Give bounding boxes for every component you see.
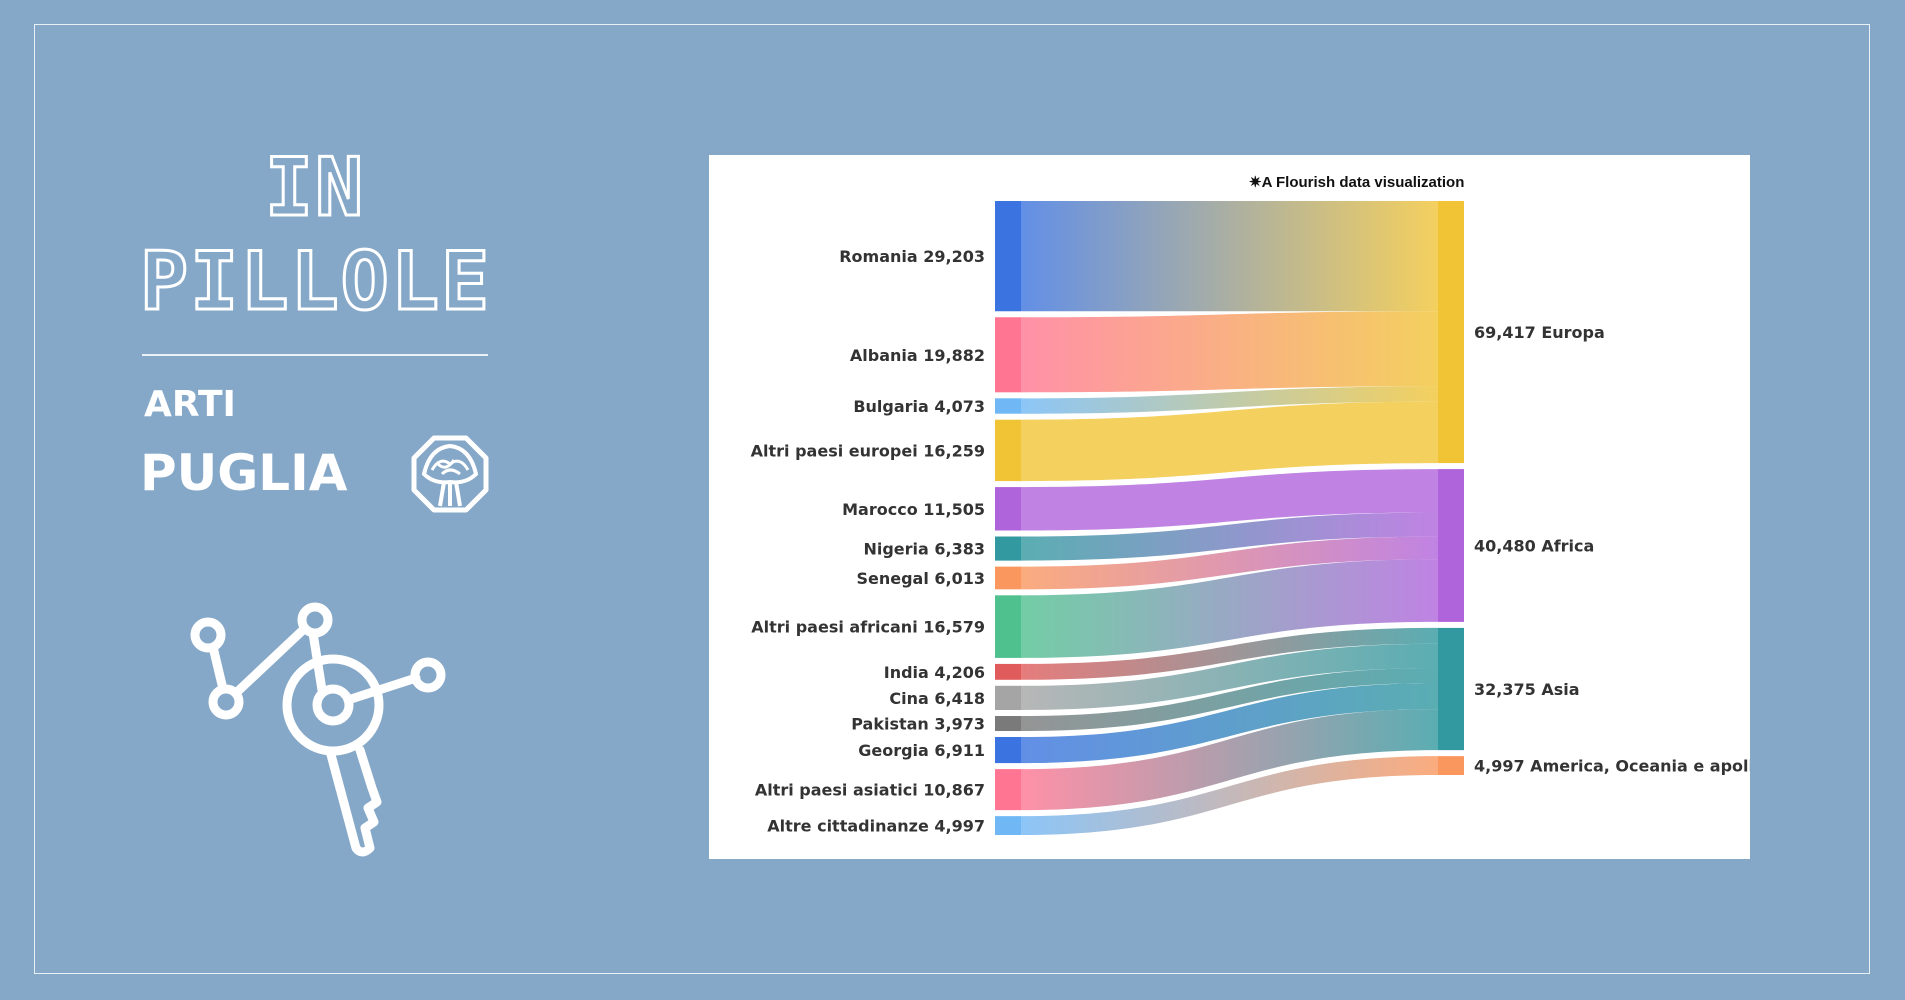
brand-title-line2: PILLOLE — [139, 235, 492, 328]
flourish-credit-link[interactable]: ✷A Flourish data visualization — [1249, 174, 1465, 191]
sankey-link-altre-cittadinanze[interactable] — [1021, 756, 1438, 835]
source-label: Senegal 6,013 — [856, 569, 985, 588]
target-label: 69,417 Europa — [1474, 323, 1605, 342]
chart-card: ✷A Flourish data visualization Romania 2… — [709, 155, 1750, 859]
octagon-tree-emblem-icon — [411, 435, 489, 513]
target-node[interactable] — [1438, 469, 1464, 622]
source-label: Nigeria 6,383 — [863, 540, 985, 559]
sankey-link-cina[interactable] — [1021, 643, 1438, 711]
brand-panel: IN PILLOLE ARTI PUGLIA — [0, 0, 660, 1000]
source-label: Georgia 6,911 — [858, 741, 985, 760]
sankey-link-romania[interactable] — [1021, 201, 1438, 312]
source-label: Altri paesi asiatici 10,867 — [755, 781, 985, 800]
source-label: Marocco 11,505 — [842, 500, 985, 519]
source-label: India 4,206 — [884, 663, 985, 682]
sankey-link-india[interactable] — [1021, 627, 1438, 680]
brand-subtitle: ARTI — [144, 384, 236, 425]
page-frame — [34, 24, 1870, 974]
source-node[interactable] — [995, 816, 1021, 835]
sankey-link-altri-paesi-europei[interactable] — [1021, 401, 1438, 482]
source-label: Cina 6,418 — [889, 689, 985, 708]
source-label: Altri paesi africani 16,579 — [751, 618, 985, 637]
source-label: Altri paesi europei 16,259 — [751, 441, 985, 460]
source-label: Albania 19,882 — [850, 346, 985, 365]
source-node[interactable] — [995, 685, 1021, 711]
target-label: 4,997 America, Oceania e apolidi — [1474, 757, 1750, 776]
network-key-icon — [190, 602, 446, 857]
source-node[interactable] — [995, 419, 1021, 482]
target-label: 40,480 Africa — [1474, 536, 1594, 555]
source-node[interactable] — [995, 769, 1021, 811]
sankey-link-marocco[interactable] — [1021, 469, 1438, 531]
sankey-chart: Romania 29,203 Albania 19,882 Bulgaria 4,0… — [751, 201, 1750, 836]
target-label: 32,375 Asia — [1474, 680, 1580, 699]
source-node[interactable] — [995, 487, 1021, 531]
source-node[interactable] — [995, 201, 1021, 312]
brand-region: PUGLIA — [140, 444, 348, 502]
source-node[interactable] — [995, 317, 1021, 393]
source-node[interactable] — [995, 663, 1021, 680]
sankey-link-bulgaria[interactable] — [1021, 386, 1438, 414]
source-node[interactable] — [995, 716, 1021, 732]
target-node[interactable] — [1438, 627, 1464, 751]
sankey-link-georgia[interactable] — [1021, 683, 1438, 764]
source-label: Bulgaria 4,073 — [853, 397, 985, 416]
source-node[interactable] — [995, 566, 1021, 590]
sankey-link-altri-paesi-asiatici[interactable] — [1021, 709, 1438, 811]
source-label: Altre cittadinanze 4,997 — [767, 817, 985, 836]
source-node[interactable] — [995, 536, 1021, 561]
source-node[interactable] — [995, 737, 1021, 764]
source-label: Romania 29,203 — [839, 247, 985, 266]
sankey-link-albania[interactable] — [1021, 311, 1438, 393]
target-node[interactable] — [1438, 756, 1464, 775]
sankey-link-nigeria[interactable] — [1021, 512, 1438, 561]
brand-title-line1: IN — [263, 141, 366, 234]
target-node[interactable] — [1438, 201, 1464, 464]
source-node[interactable] — [995, 595, 1021, 658]
sankey-link-senegal[interactable] — [1021, 536, 1438, 590]
sankey-link-altri-paesi-africani[interactable] — [1021, 559, 1438, 658]
sankey-link-pakistan[interactable] — [1021, 668, 1438, 732]
source-node[interactable] — [995, 398, 1021, 414]
divider — [142, 354, 488, 356]
source-label: Pakistan 3,973 — [851, 715, 985, 734]
